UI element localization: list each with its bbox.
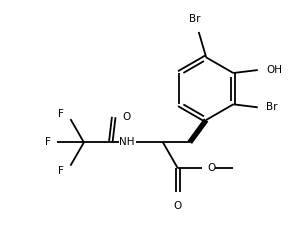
Text: F: F (45, 137, 50, 147)
Text: Br: Br (189, 14, 201, 24)
Text: F: F (58, 109, 64, 119)
Text: O: O (174, 201, 182, 210)
Text: O: O (122, 112, 130, 122)
Text: Br: Br (266, 102, 278, 112)
Text: OH: OH (266, 65, 282, 75)
Text: NH: NH (119, 137, 135, 147)
Text: O: O (207, 163, 215, 173)
Text: F: F (58, 166, 64, 176)
